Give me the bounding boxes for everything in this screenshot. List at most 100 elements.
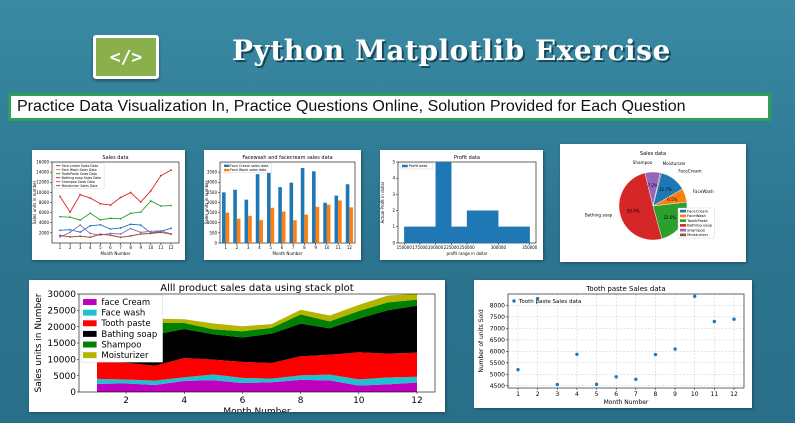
data-point	[59, 234, 61, 237]
x-tick-label: 8	[654, 391, 658, 398]
bar	[222, 192, 226, 243]
profit-histogram: Profit data 0 1 2 3 4 5 150000 175000 200000 22500…	[380, 155, 538, 256]
slice-label: Moisturizer	[663, 161, 686, 166]
bar	[293, 220, 297, 243]
data-point	[109, 234, 112, 237]
histogram-bar	[451, 226, 468, 244]
bar	[255, 174, 260, 243]
data-point	[59, 195, 61, 198]
slice-label: Bathing soap	[585, 212, 613, 217]
scatter-point	[594, 382, 599, 387]
scatter-point	[653, 352, 658, 357]
bar	[236, 218, 241, 243]
x-tick-label: 8	[298, 396, 304, 406]
y-tick-label: 5000	[490, 371, 505, 378]
y-tick-label: 14000	[36, 170, 49, 175]
y-axis-label: Actual Profit in dollar	[380, 181, 385, 223]
stack-area	[97, 379, 417, 392]
bar	[345, 184, 350, 243]
legend-swatch	[680, 228, 687, 232]
x-tick-label: 1	[224, 245, 227, 250]
y-tick-label: 3000	[207, 180, 218, 185]
y-tick-label: 2000	[39, 230, 50, 235]
y-tick-label: 12000	[36, 180, 49, 185]
x-tick-label: 1	[59, 245, 62, 250]
y-tick-label: 16000	[36, 159, 49, 164]
x-tick-label: 11	[336, 245, 342, 250]
data-point	[79, 224, 82, 226]
y-tick-label: 2000	[207, 200, 218, 205]
bar	[338, 200, 342, 243]
x-tick-label: 4	[258, 245, 261, 250]
y-axis-label: Sales units in number	[32, 180, 37, 224]
data-point	[89, 236, 92, 239]
histogram-bar	[419, 226, 436, 244]
data-point	[89, 224, 92, 227]
data-point	[139, 201, 142, 203]
data-point	[139, 233, 142, 235]
x-tick-label: 2	[536, 391, 540, 398]
bar	[225, 212, 230, 243]
sales-line-chart-panel: Sales data 2000 4000 6000 8000 10000 12000 1400…	[32, 150, 185, 260]
x-tick-label: 2	[236, 245, 239, 250]
legend-swatch	[512, 299, 516, 303]
x-tick-label: 4	[575, 391, 579, 398]
y-axis-label: Number of units Sold	[478, 309, 485, 373]
slice-percent: 6.5%	[667, 197, 677, 202]
sales-pie-chart-panel: Sales data 12.7% FaceCream 6.5% FaceWash 22.6…	[560, 144, 746, 262]
legend-swatch	[402, 164, 408, 168]
y-tick-label: 8000	[490, 303, 505, 310]
y-tick-label: 0	[214, 240, 217, 245]
legend-box	[80, 294, 163, 363]
data-point	[119, 196, 122, 199]
x-tick-label: 12	[347, 245, 353, 250]
legend-swatch	[224, 168, 230, 172]
x-axis-label: Month Number	[101, 251, 131, 256]
x-tick-label: 175000	[412, 245, 428, 250]
chart-title: Sales data	[102, 155, 128, 161]
histogram-bar	[435, 161, 452, 244]
legend-swatch	[680, 233, 687, 237]
legend-label: FaceWash	[687, 213, 706, 218]
y-tick-label: 10000	[47, 355, 76, 365]
data-point	[99, 223, 102, 226]
y-tick-label: 30000	[47, 290, 76, 300]
data-point	[129, 223, 132, 226]
x-tick-label: 8	[129, 245, 132, 250]
y-tick-label: 4500	[490, 383, 505, 390]
data-point	[109, 232, 112, 235]
x-tick-label: 2	[123, 396, 129, 406]
y-tick-label: 2	[392, 208, 395, 213]
legend-label: ToothPaste	[686, 218, 708, 223]
series-line	[59, 223, 172, 234]
legend-swatch	[680, 219, 687, 222]
toothpaste-scatter-chart: Tooth paste Sales data450050005500600065…	[478, 285, 745, 406]
x-tick-label: 10	[353, 396, 365, 406]
data-point	[99, 202, 102, 205]
x-tick-label: 9	[673, 391, 677, 398]
scatter-point	[575, 352, 579, 356]
scatter-point	[535, 296, 540, 301]
legend-label: Tooth paste Sales data	[518, 299, 581, 305]
y-tick-label: 3	[392, 192, 395, 197]
scatter-point	[693, 294, 697, 298]
slice-label: FaceCream	[678, 169, 701, 174]
data-point	[109, 204, 112, 206]
bar	[349, 207, 353, 243]
x-tick-label: 12	[730, 391, 738, 398]
y-tick-label: 1500	[207, 210, 218, 215]
y-tick-label: 25000	[47, 306, 76, 316]
code-icon: </>	[93, 35, 159, 79]
facewash-facecream-bar-chart: Facewash and facecream sales data 0 500 100…	[204, 155, 356, 256]
y-tick-label: 8000	[39, 200, 50, 205]
stack-plot-panel: Alll product sales data using stack plot…	[29, 280, 445, 412]
y-tick-label: 0	[70, 388, 76, 398]
data-point	[170, 233, 172, 235]
bar	[304, 214, 308, 243]
x-tick-label: 2	[69, 245, 72, 250]
x-tick-label: 200000	[428, 245, 444, 250]
legend-label: Face Wash Sales Data	[62, 168, 97, 172]
legend-label: Tooth paste	[100, 319, 150, 329]
y-tick-label: 2500	[207, 190, 218, 195]
bar	[323, 202, 327, 243]
